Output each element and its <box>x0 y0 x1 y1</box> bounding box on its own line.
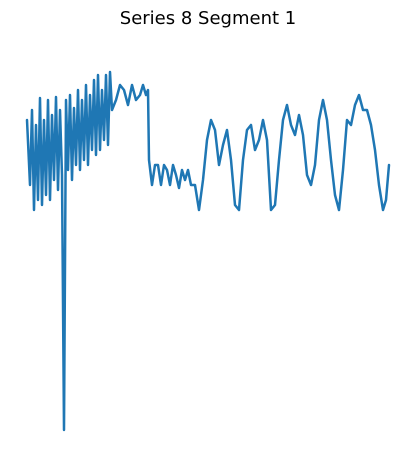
line <box>25 70 391 432</box>
chart-title: Series 8 Segment 1 <box>120 8 296 29</box>
